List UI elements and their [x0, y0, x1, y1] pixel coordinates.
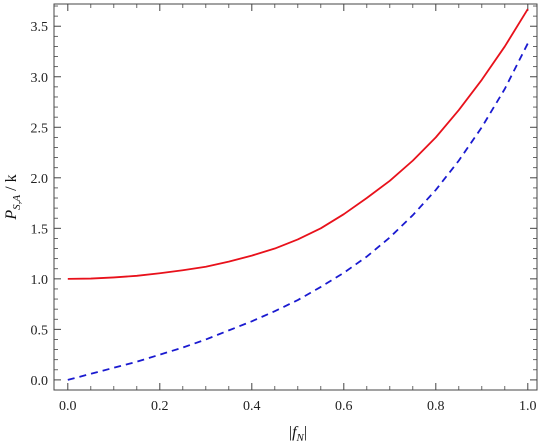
ticks-layer: 0.0 0.2 0.4 0.6 0.8 1.0 0.0 0.5 1.0 1.5 2.0 2.5 3.0 3…	[31, 4, 537, 414]
y-tick-label: 1.5	[31, 222, 49, 237]
x-tick-label: 1.0	[519, 399, 537, 414]
x-tick-label: 0.8	[427, 399, 445, 414]
x-tick-label: 0.2	[151, 399, 169, 414]
x-tick-label: 0.4	[243, 399, 261, 414]
x-tick-label: 0.6	[335, 399, 353, 414]
y-axis-label: PS,A / k	[3, 174, 23, 220]
plot-frame	[53, 3, 538, 391]
y-tick-label: 0.5	[31, 323, 49, 338]
y-tick-label: 2.0	[31, 172, 49, 187]
y-tick-label: 3.5	[31, 20, 49, 35]
y-tick-label: 2.5	[31, 121, 49, 136]
series-dashed-blue-line	[67, 43, 529, 381]
y-tick-label: 1.0	[31, 273, 49, 288]
y-tick-label: 3.0	[31, 71, 49, 86]
series-solid-red-line	[67, 8, 529, 280]
x-tick-label: 0.0	[59, 399, 77, 414]
x-axis-label: |fN|	[289, 424, 307, 443]
series-layer	[67, 8, 529, 381]
y-tick-label: 0.0	[31, 374, 49, 389]
